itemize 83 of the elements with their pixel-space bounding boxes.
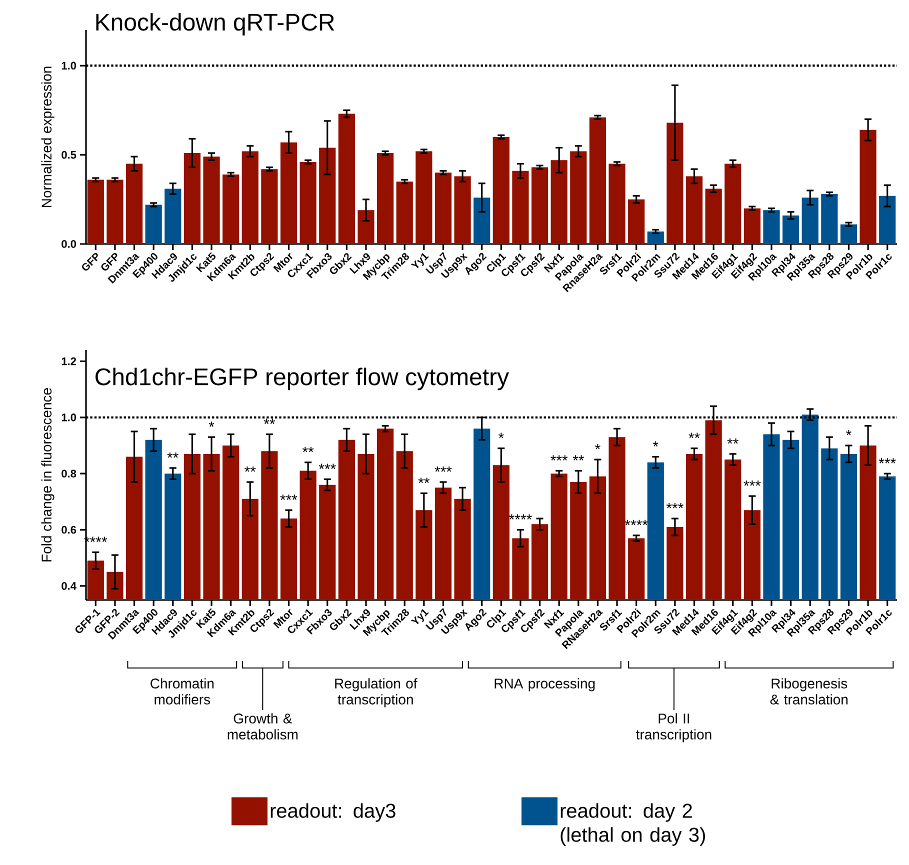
annotation: *	[846, 430, 852, 436]
text: Growth & metabolism	[228, 713, 298, 740]
bar	[744, 208, 760, 244]
chart-title: Knock-down qRT-PCR	[96, 13, 334, 36]
annotation: **	[244, 466, 256, 472]
bar	[647, 232, 664, 244]
bar	[550, 160, 568, 244]
y-axis-title: Fold change in fluorescence	[41, 388, 54, 562]
bar	[492, 136, 510, 244]
y-tick-label: 0.0	[62, 240, 76, 248]
annotation: ***	[666, 503, 684, 508]
bar	[358, 210, 374, 244]
y-tick-label: 0.6	[62, 526, 76, 534]
bar	[860, 130, 876, 244]
bar	[377, 153, 394, 244]
bar	[512, 170, 529, 244]
y-tick-label: 1.0	[62, 62, 76, 70]
annotation: *	[595, 444, 600, 450]
annotation: ***	[280, 494, 298, 500]
bar	[261, 169, 278, 244]
bar	[184, 153, 201, 244]
legend-label: readout: day 2 (lethal on day 3)	[560, 803, 705, 846]
bar	[126, 164, 143, 244]
bar	[416, 151, 432, 244]
annotation: ***	[434, 466, 452, 472]
annotation: **	[688, 432, 700, 438]
bar	[840, 224, 858, 244]
legend-label: readout: day3	[270, 803, 396, 822]
bar	[821, 194, 838, 244]
annotation: **	[167, 452, 178, 458]
bar	[474, 198, 490, 244]
annotation: ***	[550, 455, 568, 461]
annotation: *	[652, 441, 658, 446]
bar	[686, 176, 703, 244]
bar	[454, 176, 471, 244]
bar	[782, 215, 800, 244]
annotation: *	[208, 422, 214, 427]
bar	[724, 164, 742, 244]
bar	[802, 198, 818, 244]
bar	[570, 151, 587, 244]
bar	[879, 196, 896, 244]
text: Chromatin modifiers	[150, 678, 214, 704]
bar	[203, 156, 220, 244]
annotation: **	[302, 446, 314, 452]
x-tick-label: GFP	[82, 252, 98, 271]
bar	[531, 167, 548, 244]
text: Regulation of transcription	[335, 678, 418, 708]
bar	[164, 188, 182, 244]
bar	[589, 117, 606, 244]
bar	[763, 210, 780, 244]
y-tick-label: 1.0	[62, 414, 76, 422]
y-tick-label: 0.5	[62, 150, 76, 159]
annotation: *	[498, 432, 504, 438]
text: RNA processing	[494, 678, 595, 692]
y-tick-label: 1.2	[62, 357, 76, 366]
bar	[87, 180, 104, 244]
annotation: ***	[878, 458, 896, 464]
annotation: ***	[318, 464, 336, 469]
bar	[242, 151, 258, 244]
bar	[319, 148, 336, 244]
bar	[222, 174, 240, 244]
text: Chd1chr-EGFP reporter flow cytometry	[96, 368, 510, 390]
bar	[666, 122, 684, 244]
bar	[280, 142, 298, 244]
bar	[338, 114, 355, 244]
bar	[300, 162, 316, 244]
bar	[608, 164, 626, 244]
bar	[434, 172, 452, 244]
bar	[705, 188, 722, 244]
bar	[628, 199, 645, 244]
annotation: **	[572, 455, 584, 461]
y-tick-label: 0.4	[62, 582, 76, 590]
text: Pol II transcription	[636, 713, 712, 742]
y-axis-title: Normalized expression	[41, 66, 54, 208]
bar	[106, 180, 124, 244]
annotation: ***	[744, 480, 761, 486]
annotation: **	[264, 418, 276, 424]
bar	[396, 182, 413, 244]
annotation: **	[418, 478, 430, 484]
text: Ribogenesis & translation	[770, 678, 848, 704]
annotation: **	[727, 438, 738, 444]
y-tick-label: 0.8	[62, 470, 76, 478]
bar	[145, 204, 162, 244]
